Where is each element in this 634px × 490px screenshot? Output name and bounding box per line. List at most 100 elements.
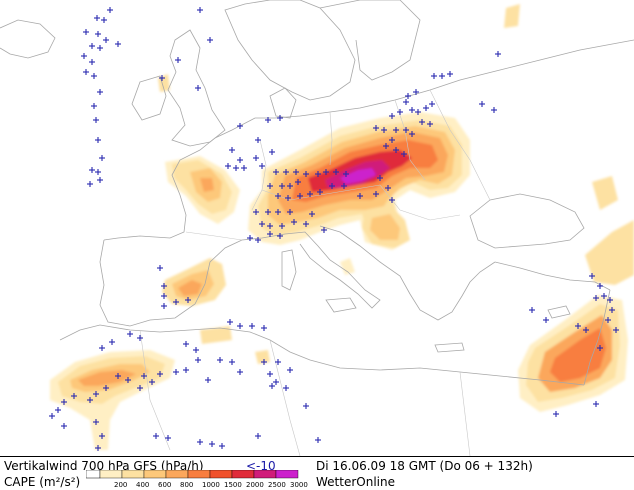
vertical-wind-marker bbox=[109, 339, 115, 345]
vertical-wind-marker bbox=[317, 189, 323, 195]
vertical-wind-marker bbox=[205, 377, 211, 383]
vertical-wind-marker bbox=[217, 357, 223, 363]
vertical-wind-marker bbox=[267, 183, 273, 189]
vertical-wind-marker bbox=[275, 209, 281, 215]
vertical-wind-marker bbox=[413, 89, 419, 95]
coast-iberia bbox=[99, 239, 243, 327]
vertical-wind-marker bbox=[237, 123, 243, 129]
coast-ireland bbox=[131, 75, 167, 121]
vertical-wind-marker bbox=[71, 393, 77, 399]
vertical-wind-marker bbox=[209, 441, 215, 447]
vertical-wind-marker bbox=[269, 383, 275, 389]
coast-north-europe bbox=[214, 39, 634, 139]
coast-turkey bbox=[494, 261, 611, 291]
vertical-wind-marker bbox=[183, 367, 189, 373]
coast-sweden-finland bbox=[319, 0, 421, 81]
vertical-wind-marker bbox=[55, 407, 61, 413]
vertical-wind-marker bbox=[275, 193, 281, 199]
vertical-wind-marker bbox=[261, 359, 267, 365]
vertical-wind-marker bbox=[247, 235, 253, 241]
colorbar-tick-label: 800 bbox=[180, 481, 194, 489]
colorbar-tick-label: 1000 bbox=[202, 481, 220, 489]
vertical-wind-marker bbox=[237, 157, 243, 163]
vertical-wind-marker bbox=[273, 379, 279, 385]
forecast-datetime: Di 16.06.09 18 GMT (Do 06 + 132h) bbox=[316, 459, 533, 473]
vertical-wind-marker bbox=[279, 223, 285, 229]
vertical-wind-marker bbox=[175, 57, 181, 63]
vertical-wind-marker bbox=[269, 149, 275, 155]
vertical-wind-marker bbox=[99, 433, 105, 439]
coast-denmark bbox=[269, 87, 297, 119]
border-de-pl bbox=[329, 111, 333, 166]
vertical-wind-marker bbox=[589, 273, 595, 279]
vertical-wind-marker bbox=[125, 377, 131, 383]
vertical-wind-marker bbox=[115, 373, 121, 379]
vertical-wind-marker bbox=[253, 155, 259, 161]
vertical-wind-marker bbox=[153, 433, 159, 439]
vertical-wind-marker bbox=[225, 163, 231, 169]
vertical-wind-marker bbox=[529, 307, 535, 313]
border-fr-de bbox=[251, 139, 267, 211]
vertical-wind-marker bbox=[173, 369, 179, 375]
vertical-wind-marker bbox=[267, 223, 273, 229]
vertical-wind-marker bbox=[95, 137, 101, 143]
colorbar-segment bbox=[143, 470, 167, 479]
border-libya-egypt bbox=[459, 371, 471, 456]
vertical-wind-marker bbox=[95, 31, 101, 37]
vertical-wind-marker bbox=[255, 433, 261, 439]
vertical-wind-marker bbox=[185, 297, 191, 303]
vertical-wind-marker bbox=[283, 169, 289, 175]
vertical-wind-marker bbox=[159, 75, 165, 81]
coast-great-britain bbox=[167, 29, 226, 147]
vertical-wind-marker bbox=[253, 209, 259, 215]
cape-area-middle-east-4 bbox=[550, 328, 606, 382]
vertical-wind-marker bbox=[341, 183, 347, 189]
colorbar-segment bbox=[187, 470, 211, 479]
colorbar-segment bbox=[275, 470, 299, 479]
vertical-wind-marker bbox=[389, 113, 395, 119]
vertical-wind-marker bbox=[287, 183, 293, 189]
vertical-wind-marker bbox=[227, 319, 233, 325]
vertical-wind-marker bbox=[609, 307, 615, 313]
coast-black-sea bbox=[469, 193, 585, 249]
coast-norway bbox=[224, 0, 356, 101]
colorbar-tick-label: 600 bbox=[158, 481, 172, 489]
vertical-wind-marker bbox=[439, 73, 445, 79]
vertical-wind-marker bbox=[389, 197, 395, 203]
vertical-wind-marker bbox=[583, 327, 589, 333]
vertical-wind-marker bbox=[219, 443, 225, 449]
colorbar-segment bbox=[209, 470, 233, 479]
vertical-wind-marker bbox=[241, 165, 247, 171]
border-es-fr bbox=[185, 231, 243, 241]
vertical-wind-marker bbox=[237, 323, 243, 329]
vertical-wind-marker bbox=[233, 165, 239, 171]
vertical-wind-marker bbox=[61, 399, 67, 405]
vertical-wind-marker bbox=[259, 163, 265, 169]
vertical-wind-marker bbox=[93, 391, 99, 397]
cape-field bbox=[50, 4, 634, 450]
vertical-wind-marker bbox=[495, 51, 501, 57]
vertical-wind-marker bbox=[61, 423, 67, 429]
vertical-wind-marker bbox=[393, 127, 399, 133]
vertical-wind-marker bbox=[265, 117, 271, 123]
vertical-wind-marker bbox=[303, 403, 309, 409]
vertical-wind-marker bbox=[429, 101, 435, 107]
vertical-wind-marker bbox=[91, 103, 97, 109]
vertical-wind-marker bbox=[381, 127, 387, 133]
vertical-wind-marker bbox=[397, 109, 403, 115]
cape-area-turkey-east bbox=[585, 220, 634, 285]
vertical-wind-marker bbox=[267, 371, 273, 377]
vertical-wind-marker bbox=[403, 99, 409, 105]
vertical-wind-marker bbox=[605, 317, 611, 323]
coast-crete bbox=[434, 342, 465, 353]
colorbar-tick-label: 2500 bbox=[268, 481, 286, 489]
vertical-wind-marker bbox=[157, 265, 163, 271]
vertical-wind-marker bbox=[197, 7, 203, 13]
vertical-wind-marker bbox=[49, 413, 55, 419]
vertical-wind-marker bbox=[103, 385, 109, 391]
cape-area-central-europe-8 bbox=[340, 168, 376, 184]
vertical-wind-marker bbox=[373, 191, 379, 197]
vertical-wind-marker bbox=[127, 331, 133, 337]
vertical-wind-marker bbox=[89, 43, 95, 49]
vertical-wind-marker bbox=[94, 15, 100, 21]
